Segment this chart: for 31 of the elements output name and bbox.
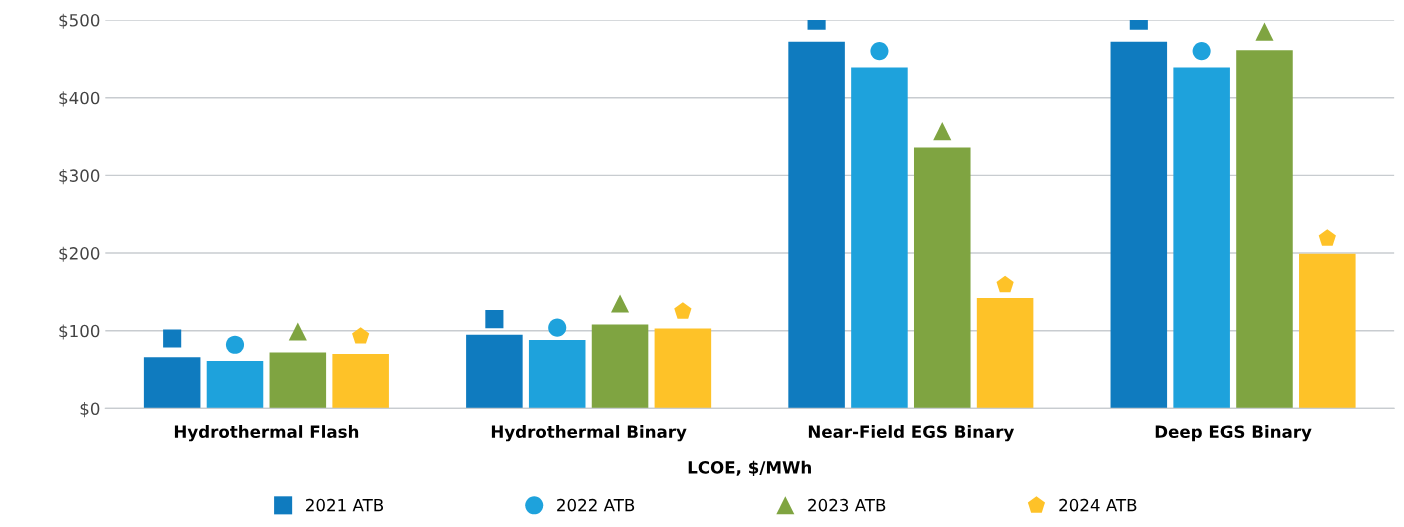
y-tick-label: $100 [59, 324, 100, 340]
bar [654, 328, 712, 409]
legend-label: 2023 ATB [808, 498, 886, 512]
bar [591, 324, 649, 409]
y-tick-label: $200 [59, 246, 100, 262]
x-tick-label: Hydrothermal Flash [174, 425, 359, 442]
bar [1299, 253, 1356, 409]
bar [851, 67, 908, 409]
bar [1173, 67, 1230, 409]
x-axis-title: LCOE, $/MWh [688, 460, 811, 476]
bar [528, 340, 586, 409]
bar [976, 298, 1034, 409]
bar [332, 354, 389, 409]
y-tick-label: $300 [59, 169, 100, 185]
bar [1236, 50, 1293, 409]
x-tick-label: Hydrothermal Binary [491, 425, 687, 442]
legend-label: 2021 ATB [306, 498, 384, 512]
bar [913, 147, 971, 409]
x-tick-label: Deep EGS Binary [1155, 425, 1312, 442]
y-tick-label: $500 [59, 13, 100, 29]
x-tick-label: Near-Field EGS Binary [808, 425, 1015, 442]
bar [269, 352, 327, 409]
bar [206, 361, 264, 409]
bar [1110, 41, 1168, 409]
bar [143, 357, 201, 409]
bar [788, 41, 845, 409]
legend-label: 2022 ATB [557, 498, 635, 512]
y-tick-label: $400 [59, 91, 100, 107]
y-tick-label: $0 [80, 402, 100, 418]
bar [466, 334, 523, 409]
legend-label: 2024 ATB [1059, 498, 1137, 512]
